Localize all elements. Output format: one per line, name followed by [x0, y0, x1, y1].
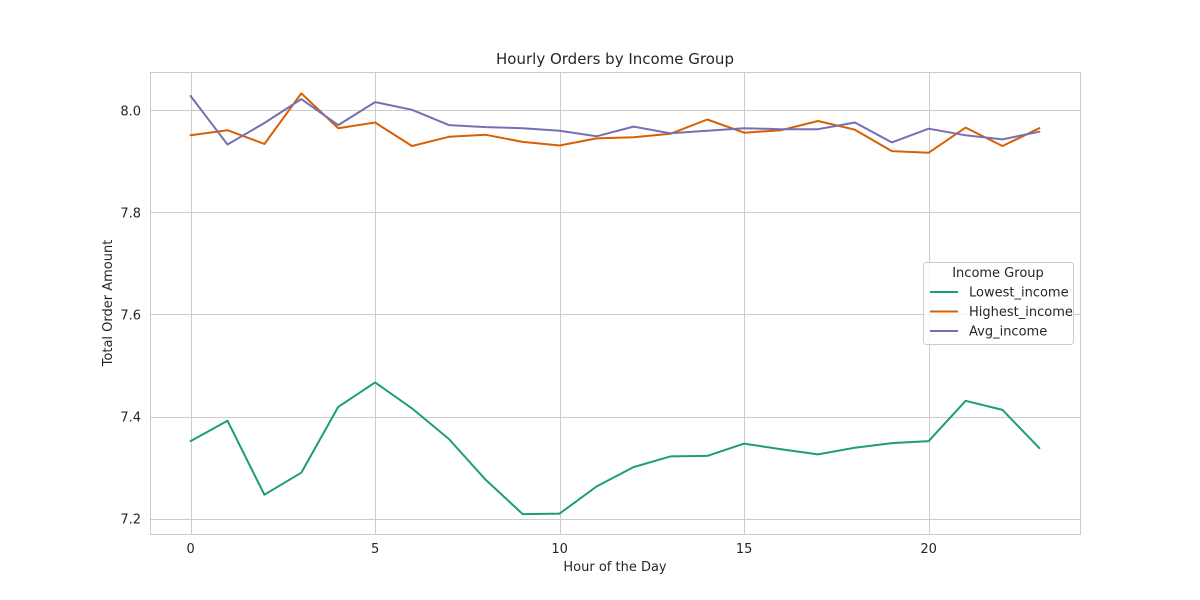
y-axis-ticks: 7.2 7.4 7.6 7.8 8.0	[120, 104, 141, 527]
legend-label: Lowest_income	[969, 286, 1069, 301]
x-axis-ticks: 0 5 10 15 20	[186, 542, 937, 557]
y-tick-label: 7.8	[120, 206, 141, 221]
y-tick-label: 8.0	[120, 104, 141, 119]
legend-box	[923, 262, 1074, 345]
x-tick-label: 0	[186, 542, 194, 557]
x-axis-label: Hour of the Day	[563, 560, 667, 575]
series-line-highest-income	[189, 92, 1041, 154]
y-tick-label: 7.6	[120, 308, 141, 323]
legend: Income Group Lowest_income Highest_income…	[923, 262, 1074, 345]
series-line-lowest-income	[189, 381, 1041, 516]
legend-title: Income Group	[952, 266, 1044, 281]
grid	[150, 72, 1080, 534]
legend-label: Highest_income	[969, 305, 1073, 320]
x-tick-label: 15	[736, 542, 753, 557]
y-tick-label: 7.4	[120, 411, 141, 426]
series-line-avg-income	[189, 95, 1041, 146]
legend-label: Avg_income	[969, 325, 1047, 340]
series-lines	[189, 92, 1041, 516]
x-tick-label: 5	[371, 542, 379, 557]
y-tick-label: 7.2	[120, 513, 141, 528]
y-axis-label: Total Order Amount	[101, 240, 116, 368]
x-tick-label: 20	[920, 542, 937, 557]
chart-title: Hourly Orders by Income Group	[496, 50, 734, 68]
x-tick-label: 10	[551, 542, 568, 557]
